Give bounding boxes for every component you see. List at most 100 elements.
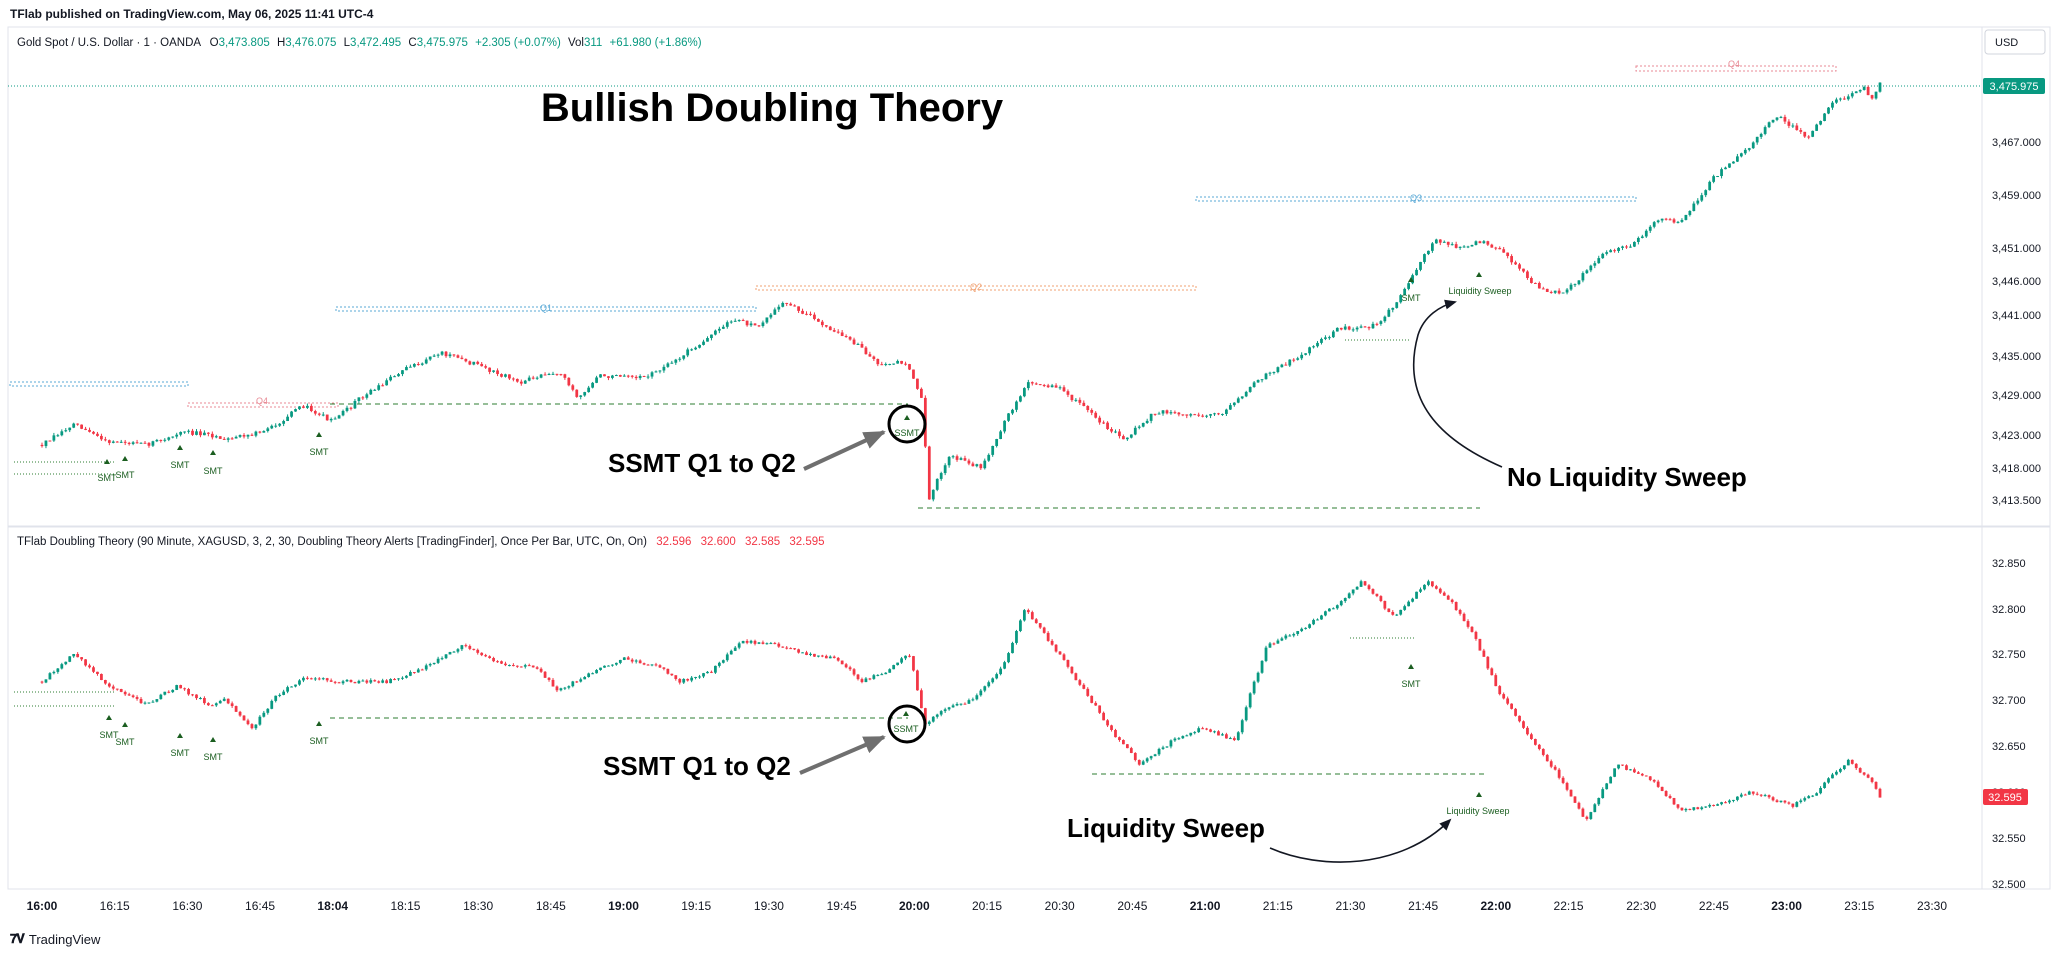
candle-body — [650, 372, 654, 377]
currency-button[interactable] — [1984, 29, 2046, 55]
candle-body — [884, 364, 888, 366]
candle-body — [64, 661, 68, 665]
candle-body — [943, 709, 947, 712]
candle-body — [603, 374, 606, 377]
candle-body — [706, 338, 709, 342]
candle-body — [1007, 413, 1010, 421]
candle-body — [828, 656, 832, 659]
candle-body — [1098, 705, 1102, 713]
candle-body — [805, 652, 808, 656]
candle-body — [1110, 725, 1113, 730]
candle-body — [1815, 124, 1819, 131]
candle-body — [1478, 241, 1482, 244]
candle-body — [694, 676, 697, 678]
time-tick-label: 16:00 — [27, 899, 58, 913]
candle-body — [920, 388, 923, 398]
candle-body — [1458, 610, 1462, 614]
candle-body — [270, 700, 274, 709]
candle-body — [1090, 695, 1094, 703]
candle-body — [199, 698, 202, 700]
candle-body — [1339, 601, 1343, 606]
candle-body — [912, 656, 915, 671]
candle-body — [1122, 436, 1125, 440]
candle-body — [1743, 149, 1747, 154]
candle-body — [1288, 359, 1292, 366]
publish-header: TFlab published on TradingView.com, May … — [10, 7, 374, 21]
candle-body — [559, 688, 563, 691]
candle-body — [1145, 758, 1149, 762]
candle-body — [1716, 804, 1719, 806]
candle-body — [951, 705, 955, 708]
candle-body — [638, 660, 642, 664]
candle-body — [258, 431, 262, 433]
candle-body — [100, 435, 103, 440]
candle-body — [595, 377, 598, 383]
candle-body — [357, 397, 361, 401]
candle-body — [1696, 807, 1700, 810]
candle-body — [674, 675, 678, 679]
ssmt-small: SSMT — [894, 428, 920, 438]
candle-body — [1153, 754, 1157, 757]
candle-body — [1280, 638, 1284, 641]
price-tick-label: 3,423.000 — [1992, 430, 2041, 442]
candle-body — [860, 679, 864, 683]
candle-body — [1217, 413, 1220, 415]
candle-body — [313, 678, 317, 680]
zone-q2 — [755, 285, 1197, 291]
candle-body — [1272, 372, 1276, 374]
candle-body — [543, 671, 547, 678]
candle-body — [1874, 91, 1878, 99]
bottom-smt-markers: SMT SMT SMT SMT SMT SMT SSMT Liquidity S… — [100, 679, 1510, 816]
candle-body — [436, 354, 440, 356]
candle-body — [440, 351, 444, 355]
candle-body — [369, 389, 373, 395]
candle-body — [884, 672, 888, 675]
candle-body — [1367, 585, 1371, 590]
candle-body — [1565, 782, 1569, 790]
ssmt-circle-bottom — [887, 704, 927, 744]
candle-body — [864, 347, 868, 355]
candle-body — [1799, 800, 1803, 803]
candle-body — [916, 378, 919, 389]
candle-body — [72, 423, 76, 428]
candle-body — [183, 688, 186, 690]
candle-body — [1046, 385, 1050, 388]
candle-body — [1062, 387, 1066, 392]
candle-body — [500, 374, 503, 377]
candle-body — [309, 678, 313, 680]
time-tick-label: 18:15 — [390, 899, 420, 913]
candle-body — [591, 673, 594, 675]
candle-body — [1213, 731, 1216, 733]
candle-body — [1205, 415, 1208, 417]
candle-body — [547, 677, 551, 680]
candle-body — [1466, 246, 1470, 248]
candle-body — [472, 648, 476, 650]
bottom-levels — [14, 637, 1484, 775]
candle-body — [1577, 280, 1581, 285]
candle-body — [611, 375, 614, 378]
candle-body — [1324, 337, 1327, 339]
zone-q3 — [1195, 196, 1637, 202]
candle-body — [733, 320, 737, 322]
candle-body — [844, 664, 848, 668]
candle-body — [682, 355, 686, 359]
candle-body — [741, 640, 745, 644]
candle-body — [1292, 633, 1296, 636]
candle-body — [1347, 326, 1351, 330]
candle-body — [436, 658, 440, 663]
candle-body — [935, 478, 939, 490]
candle-body — [828, 326, 832, 331]
candle-body — [753, 323, 757, 326]
candle-body — [1870, 777, 1874, 782]
candle-body — [306, 677, 309, 679]
candle-body — [278, 694, 282, 696]
candle-body — [626, 657, 630, 660]
candle-body — [1276, 640, 1280, 644]
candle-body — [1716, 176, 1719, 178]
candle-body — [496, 370, 499, 375]
candle-body — [278, 423, 282, 426]
candle-body — [662, 366, 666, 371]
candle-body — [428, 356, 432, 360]
candle-body — [1058, 387, 1062, 389]
